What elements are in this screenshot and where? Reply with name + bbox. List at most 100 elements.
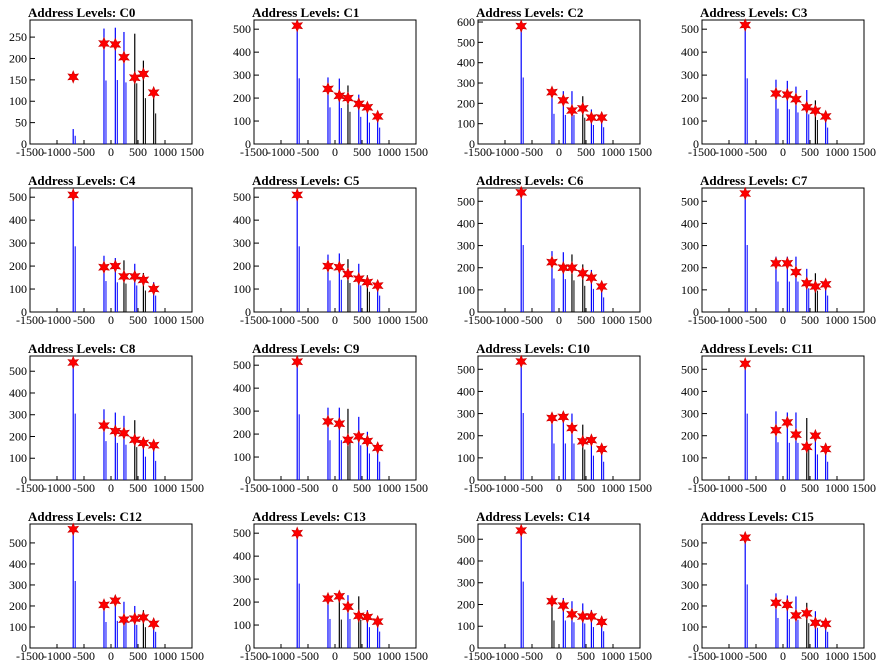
x-tick-label: 500 (577, 649, 595, 663)
x-tick-label: 1000 (153, 313, 177, 327)
x-tick-label: 0 (108, 145, 114, 159)
x-tick-label: -1000 (491, 481, 519, 495)
y-tick-label: 500 (9, 536, 27, 550)
chart-panel-c3: 0 100 200 300 400 500 -1500 -1000 -500 0 500 1000 15… (672, 0, 896, 168)
x-tick-label: 0 (556, 481, 562, 495)
peak-marker (137, 610, 150, 625)
peak-marker (800, 606, 813, 621)
chart-svg: 0 100 200 300 400 500 -1500 -1000 -500 0 500 1000 15… (681, 18, 876, 159)
x-tick-label: 1500 (628, 481, 652, 495)
peak-marker (790, 92, 802, 106)
x-tick-label: 1000 (153, 649, 177, 663)
x-tick-label: -500 (521, 145, 543, 159)
peak-marker (566, 103, 578, 118)
peak-marker (322, 259, 334, 273)
y-tick-label: 300 (233, 404, 251, 418)
x-tick-label: 1000 (825, 649, 849, 663)
y-tick-label: 0 (21, 137, 27, 151)
y-tick-label: 500 (9, 364, 27, 378)
chart-panel-c10: 0 100 200 300 400 500 -1500 -1000 -500 0 500 1000 15… (448, 336, 672, 504)
peak-marker (809, 615, 822, 630)
y-tick-label: 0 (245, 137, 251, 151)
peak-marker (739, 186, 752, 201)
peak-marker (322, 414, 334, 429)
y-tick-label: 500 (681, 536, 699, 550)
peak-marker (137, 67, 150, 81)
x-tick-label: 500 (801, 481, 819, 495)
chart-title: Address Levels: C14 (476, 509, 590, 524)
y-tick-label: 100 (681, 620, 699, 634)
peak-marker (333, 89, 346, 103)
y-tick-label: 400 (457, 384, 475, 398)
y-tick-label: 200 (9, 599, 27, 613)
x-tick-label: 500 (577, 481, 595, 495)
y-tick-label: 0 (21, 641, 27, 655)
chart-svg: 0 100 200 300 400 500 -1500 -1000 -500 0 500 1000 15… (457, 185, 652, 327)
x-tick-label: -500 (73, 313, 95, 327)
x-tick-label: 0 (780, 649, 786, 663)
x-tick-label: 500 (353, 145, 371, 159)
chart-panel-c5: 0 100 200 300 400 500 -1500 -1000 -500 0 500 1000 15… (224, 168, 448, 336)
chart-panel-c13: 0 100 200 300 400 500 -1500 -1000 -500 0 500 1000 15… (224, 504, 448, 672)
x-tick-label: -1500 (688, 481, 716, 495)
peak-marker (595, 615, 608, 629)
y-tick-label: 300 (233, 572, 251, 586)
peak-marker (585, 433, 598, 447)
x-tick-label: 0 (556, 145, 562, 159)
peak-marker (790, 608, 802, 623)
peak-marker (557, 410, 570, 424)
y-tick-label: 300 (9, 236, 27, 250)
x-tick-label: 1500 (852, 481, 876, 495)
x-tick-label: 1500 (628, 649, 652, 663)
x-tick-label: -1500 (240, 313, 268, 327)
y-tick-label: 200 (681, 429, 699, 443)
x-tick-label: -1500 (16, 145, 44, 159)
y-tick-label: 500 (681, 22, 699, 36)
y-tick-label: 0 (693, 305, 699, 319)
x-tick-label: 1500 (404, 313, 428, 327)
x-tick-label: 1500 (404, 649, 428, 663)
chart-svg: 0 100 200 300 400 500 -1500 -1000 -500 0 500 1000 15… (681, 523, 876, 663)
peak-marker (98, 260, 110, 274)
y-tick-label: 500 (233, 358, 251, 372)
peak-marker (576, 101, 589, 116)
x-tick-label: 500 (801, 649, 819, 663)
y-tick-label: 300 (457, 239, 475, 253)
y-tick-label: 500 (457, 35, 475, 49)
x-tick-label: 1000 (377, 481, 401, 495)
x-tick-label: 1500 (628, 145, 652, 159)
plot-frame (253, 355, 417, 481)
peak-marker (291, 354, 304, 369)
chart-title: Address Levels: C5 (252, 173, 360, 188)
peak-marker (585, 609, 598, 624)
plot-frame (701, 355, 865, 481)
chart-title: Address Levels: C7 (700, 173, 808, 188)
peak-marker (546, 594, 558, 608)
peak-marker (128, 70, 141, 85)
y-tick-label: 600 (457, 15, 475, 29)
plot-frame (477, 19, 641, 145)
y-tick-label: 50 (15, 116, 27, 130)
y-tick-label: 100 (457, 117, 475, 131)
x-tick-label: -1500 (464, 481, 492, 495)
peak-marker (781, 598, 794, 612)
chart-title: Address Levels: C4 (28, 173, 136, 188)
y-tick-label: 400 (233, 381, 251, 395)
y-tick-label: 400 (233, 549, 251, 563)
y-tick-label: 0 (693, 641, 699, 655)
y-tick-label: 400 (233, 45, 251, 59)
x-tick-label: 500 (353, 313, 371, 327)
x-tick-label: 1500 (404, 481, 428, 495)
peak-marker (800, 276, 813, 290)
chart-svg: 0 100 200 300 400 500 -1500 -1000 -500 0 500 1000 15… (9, 187, 204, 327)
peak-marker (118, 426, 130, 440)
x-tick-label: -1000 (267, 649, 295, 663)
x-tick-label: -1000 (491, 313, 519, 327)
y-tick-label: 500 (233, 190, 251, 204)
y-tick-label: 300 (681, 578, 699, 592)
y-tick-label: 100 (457, 451, 475, 465)
x-tick-label: 1000 (377, 649, 401, 663)
peak-marker (800, 100, 813, 115)
peak-marker (109, 37, 122, 52)
